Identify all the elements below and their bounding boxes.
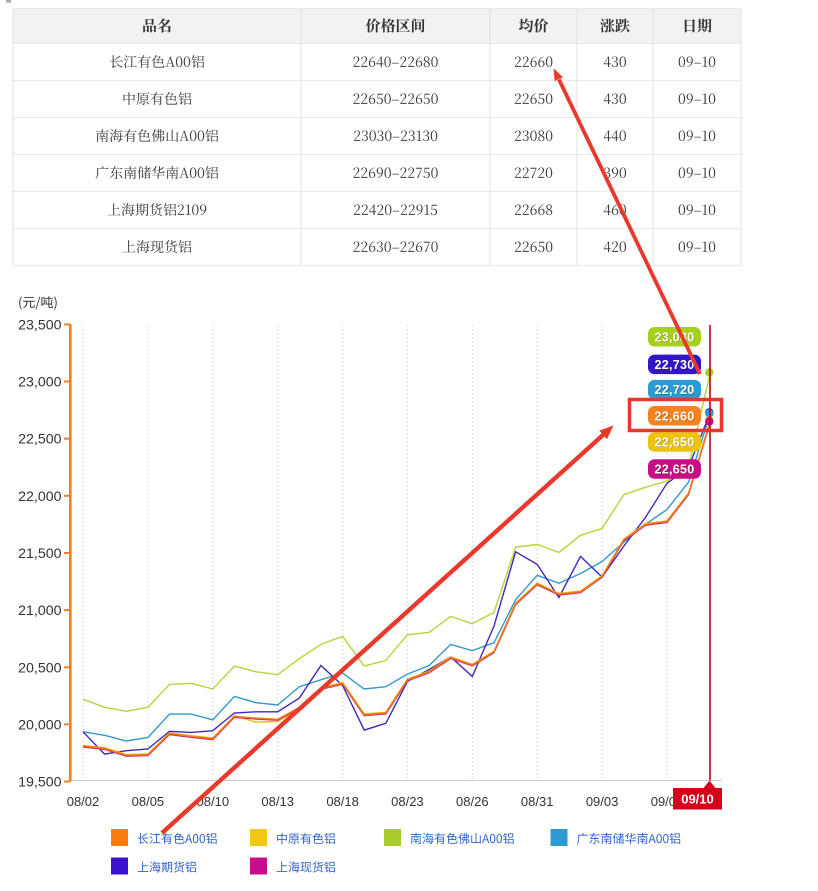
svg-text:23,500: 23,500 xyxy=(18,317,62,333)
svg-text:08/05: 08/05 xyxy=(132,794,165,809)
svg-text:21,000: 21,000 xyxy=(18,603,62,619)
svg-text:22,650: 22,650 xyxy=(655,463,695,477)
svg-text:08/26: 08/26 xyxy=(456,794,489,809)
svg-text:09/10: 09/10 xyxy=(681,792,714,807)
svg-text:21,500: 21,500 xyxy=(18,546,62,562)
svg-text:22,660: 22,660 xyxy=(655,410,695,424)
svg-text:22,730: 22,730 xyxy=(655,359,695,373)
svg-text:08/31: 08/31 xyxy=(521,794,554,809)
svg-text:23,000: 23,000 xyxy=(18,375,62,391)
svg-text:22,650: 22,650 xyxy=(654,436,694,450)
svg-text:22,660: 22,660 xyxy=(654,409,694,423)
svg-text:22,720: 22,720 xyxy=(654,383,694,397)
svg-text:08/10: 08/10 xyxy=(197,794,230,809)
svg-text:08/18: 08/18 xyxy=(326,794,359,809)
svg-text:22,730: 22,730 xyxy=(654,358,694,372)
svg-text:23,080: 23,080 xyxy=(654,330,694,344)
svg-text:22,720: 22,720 xyxy=(655,384,695,398)
svg-text:08/02: 08/02 xyxy=(67,794,100,809)
svg-text:09/03: 09/03 xyxy=(586,794,619,809)
svg-text:08/13: 08/13 xyxy=(261,794,294,809)
svg-text:20,500: 20,500 xyxy=(18,660,62,676)
svg-text:22,650: 22,650 xyxy=(655,436,695,450)
svg-text:20,000: 20,000 xyxy=(18,717,62,733)
svg-text:08/23: 08/23 xyxy=(391,794,424,809)
svg-text:19,500: 19,500 xyxy=(18,775,62,791)
svg-text:22,500: 22,500 xyxy=(18,432,62,448)
svg-text:22,000: 22,000 xyxy=(18,489,62,505)
svg-text:22,650: 22,650 xyxy=(654,463,694,477)
